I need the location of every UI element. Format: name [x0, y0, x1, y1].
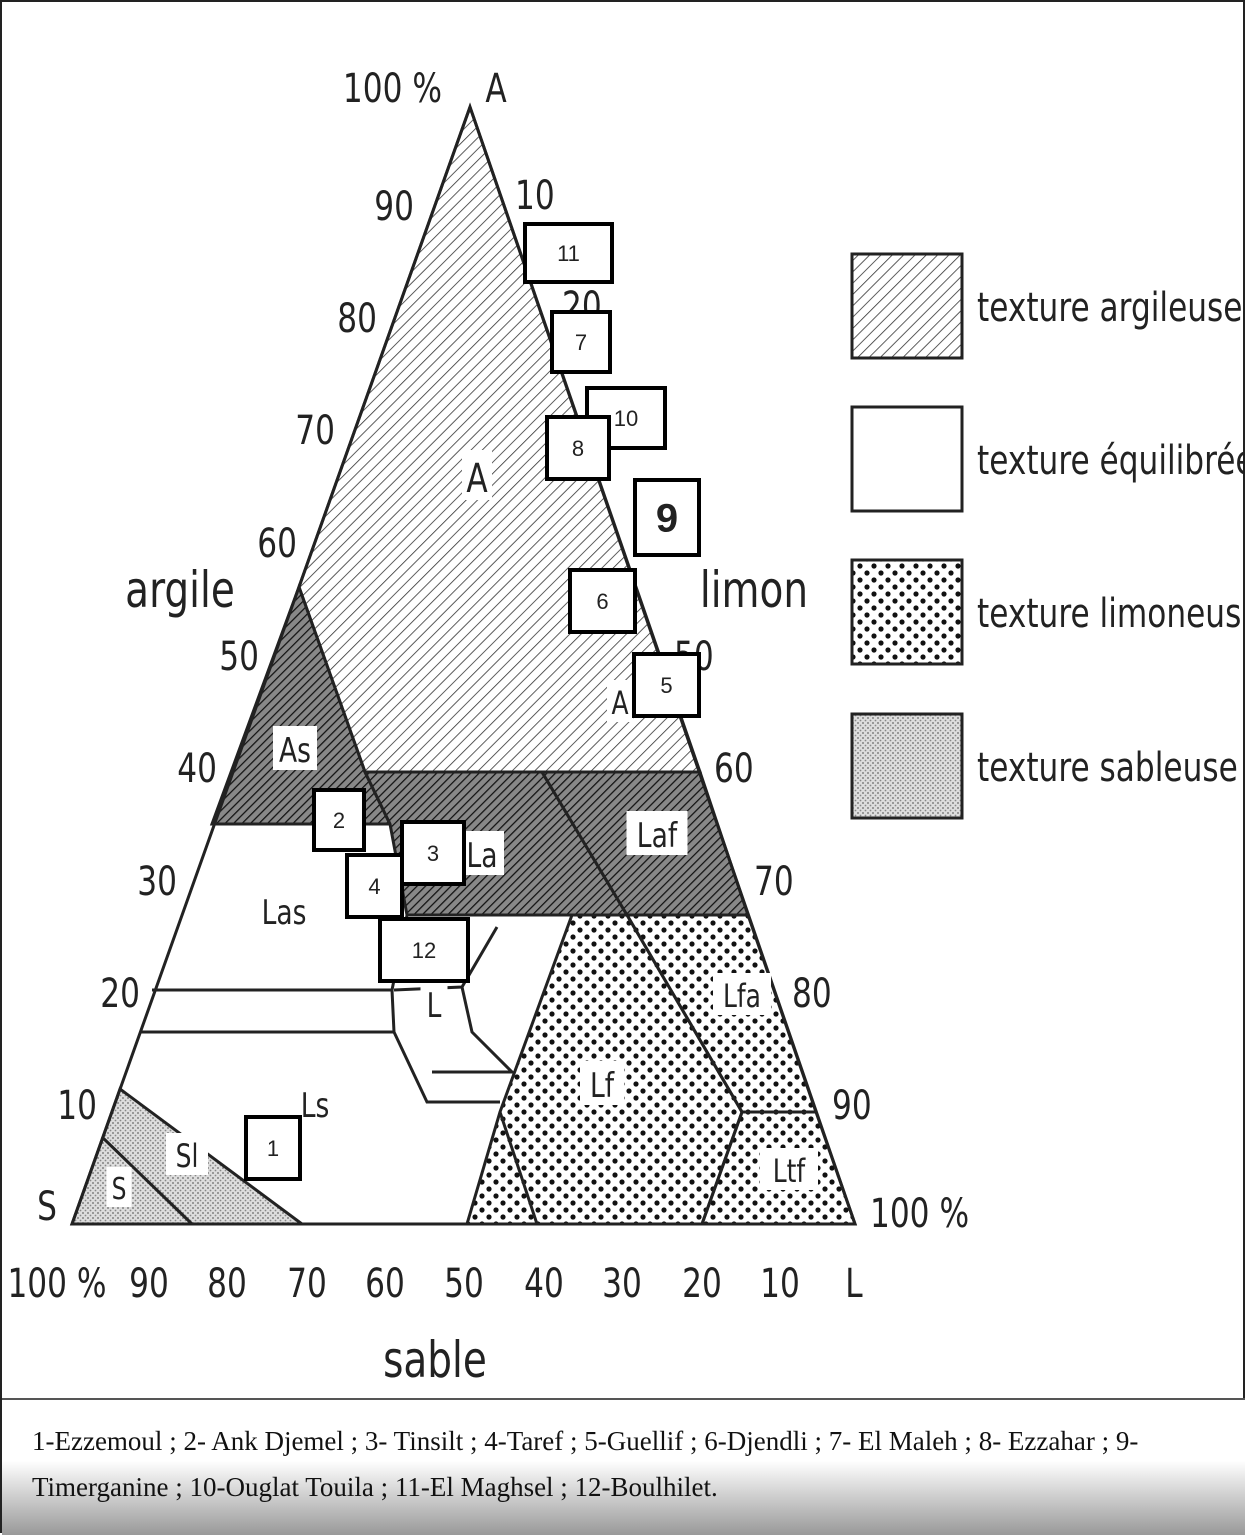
line [498, 1111, 539, 1225]
bottom-tick-label: 20 [682, 1261, 722, 1307]
label-bg [462, 450, 492, 500]
line [392, 1031, 500, 1104]
region-label: Laf [637, 817, 678, 856]
label-bg [607, 680, 633, 722]
site-box [568, 568, 637, 634]
label-bg [106, 1167, 132, 1207]
label-bg [580, 1061, 624, 1105]
site-label: 10 [614, 406, 638, 431]
site-box [312, 788, 366, 852]
bottom-tick-label: 30 [602, 1261, 642, 1307]
axis-name: argile [125, 560, 235, 619]
left-tick-label: 10 [57, 1083, 97, 1129]
site-label: 11 [557, 241, 580, 266]
site-box [545, 415, 611, 481]
legend-label: texture argileuse [977, 285, 1242, 331]
bottom-tick-label: 80 [207, 1261, 247, 1307]
site-label: 1 [267, 1136, 279, 1161]
axis-name: sable [383, 1330, 487, 1389]
label-bg [460, 831, 504, 875]
caption: 1-Ezzemoul ; 2- Ank Djemel ; 3- Tinsilt … [2, 1398, 1245, 1535]
right-tick-label: 100 % [870, 1191, 969, 1237]
bottom-tick-label: 70 [287, 1261, 327, 1307]
right-tick-label: 10 [515, 173, 555, 219]
region-label: Lfa [723, 977, 761, 1015]
bottom-tick-label: 90 [129, 1261, 169, 1307]
right-tick-label: 90 [832, 1083, 872, 1129]
site-box [400, 820, 466, 886]
axis-name: limon [700, 560, 808, 619]
vertex-label: A [485, 66, 507, 112]
site-label: 4 [368, 874, 380, 899]
legend-label: texture limoneuse [977, 591, 1245, 637]
label-bg [713, 973, 771, 1015]
top-label: 100 % [343, 66, 442, 112]
region-label: La [466, 837, 497, 876]
region-label: Las [262, 894, 307, 933]
right-tick-label: 60 [714, 746, 754, 792]
left-tick-label: 40 [177, 746, 217, 792]
bottom-tick-label: 40 [524, 1261, 564, 1307]
bottom-tick-label: 50 [444, 1261, 484, 1307]
region-label: As [279, 732, 311, 771]
left-tick-label: 90 [374, 184, 414, 230]
site-label: 3 [427, 841, 439, 866]
left-tick-label: 30 [137, 859, 177, 905]
site-label: 8 [572, 436, 584, 461]
region-label: A [466, 456, 488, 502]
left-tick-label: 80 [337, 296, 377, 342]
label-bg [166, 1133, 208, 1175]
left-tick-label: 70 [295, 408, 335, 454]
site-label: 9 [656, 497, 678, 541]
legend-label: texture sableuse [977, 745, 1238, 791]
left-tick-label: 20 [100, 971, 140, 1017]
bottom-tick-label: 10 [760, 1261, 800, 1307]
bottom-tick-label: L [845, 1261, 862, 1307]
bottom-tick-label: 100 % [7, 1261, 106, 1307]
site-box [345, 853, 404, 919]
label-bg [760, 1148, 818, 1190]
region-label: Lf [590, 1067, 615, 1106]
line [100, 1135, 194, 1226]
site-label: 6 [596, 589, 608, 614]
right-tick-label: 80 [792, 971, 832, 1017]
legend-swatch [850, 558, 964, 666]
vertex-label: S [37, 1184, 57, 1230]
region-label: Ltf [773, 1152, 806, 1190]
site-label: 12 [412, 938, 436, 963]
region-label: A [611, 684, 628, 722]
label-bg [420, 981, 448, 1025]
site-box [378, 917, 470, 983]
region-label: S [112, 1172, 127, 1207]
regions [69, 102, 858, 1226]
left-tick-label: 60 [257, 521, 297, 567]
legend-swatch [850, 252, 964, 360]
label-bg [273, 726, 317, 770]
bottom-tick-label: 60 [365, 1261, 405, 1307]
region-label: Sl [176, 1137, 199, 1175]
label-bg [253, 888, 315, 932]
legend-label: texture équilibrée [977, 438, 1245, 484]
site-box [632, 652, 701, 718]
site-box [633, 478, 701, 557]
region-label: Ls [301, 1087, 330, 1126]
site-label: 5 [660, 673, 672, 698]
site-label: 7 [575, 330, 587, 355]
legend-swatch [850, 405, 964, 513]
legend-swatch [850, 712, 964, 820]
diagram: 100 % A S 90 80 70 60 50 40 30 20 10 10 20 50 60 70 80 90 1… [7, 66, 1245, 1389]
right-tick-label: 70 [754, 859, 794, 905]
site-box [550, 310, 612, 374]
left-tick-label: 50 [219, 634, 259, 680]
site-box [523, 222, 614, 284]
line [432, 986, 516, 1074]
site-box [244, 1115, 302, 1181]
region-label: L [427, 987, 442, 1026]
site-label: 2 [333, 808, 345, 833]
line [140, 989, 396, 1034]
label-bg [626, 811, 688, 855]
